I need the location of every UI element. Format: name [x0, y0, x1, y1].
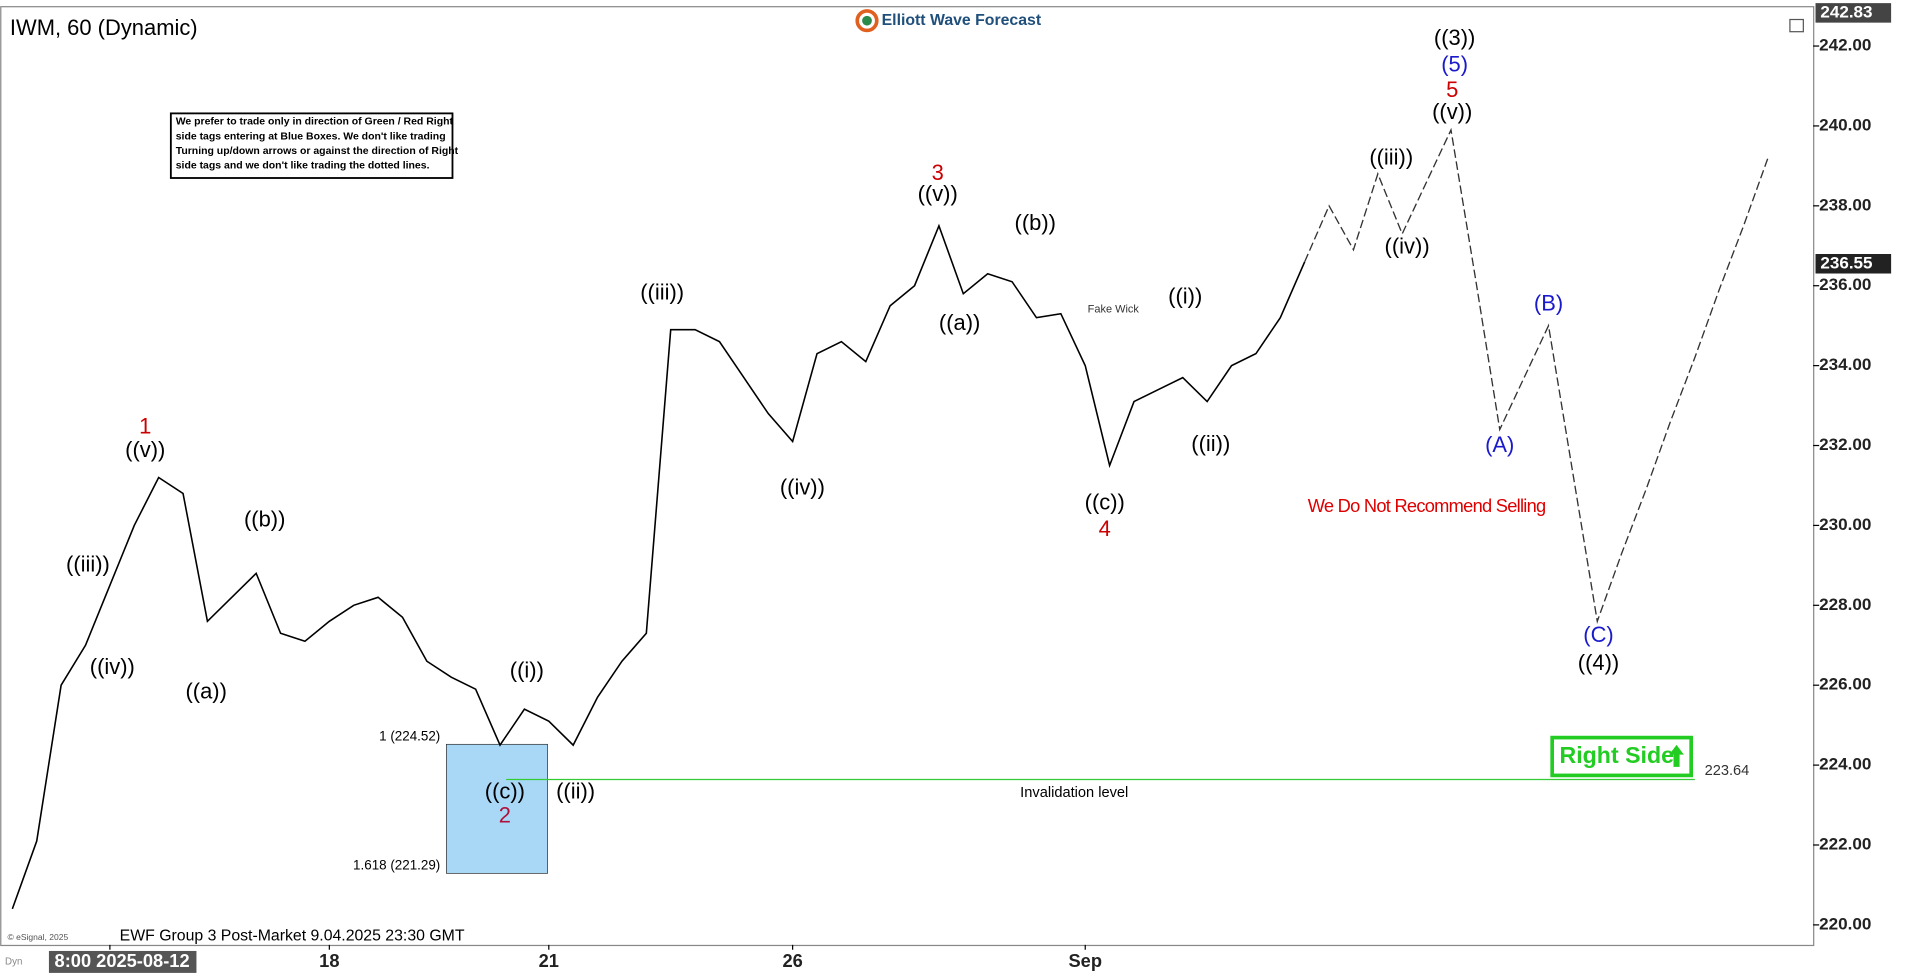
wave-label: ((4)) — [1578, 650, 1619, 675]
y-tick-label: 242.00 — [1819, 36, 1871, 55]
logo-icon — [855, 9, 879, 33]
x-tick-label: Sep — [1068, 950, 1102, 971]
plot-frame — [0, 6, 1815, 947]
y-tick-label: 234.00 — [1819, 355, 1871, 374]
wave-label: ((a)) — [185, 678, 226, 703]
footer: EWF Group 3 Post-Market 9.04.2025 23:30 … — [120, 928, 465, 945]
wave-label: 5 — [1446, 77, 1458, 102]
y-tick-label: 228.00 — [1819, 595, 1871, 614]
wave-label: (A) — [1485, 432, 1514, 457]
y-tick-label: 240.00 — [1819, 115, 1871, 134]
wave-label: ((iv)) — [90, 654, 135, 679]
disclaimer-line: We prefer to trade only in direction of … — [176, 117, 454, 128]
right-side-box — [1550, 735, 1693, 778]
wave-label: ((i)) — [510, 658, 544, 683]
wave-label: ((iv)) — [1385, 233, 1430, 258]
wave-label: ((i)) — [1168, 283, 1202, 308]
wave-label: ((iii)) — [66, 551, 110, 576]
disclaimer-line: Turning up/down arrows or against the di… — [176, 146, 459, 157]
disclaimer: We prefer to trade only in direction of … — [176, 117, 459, 172]
disclaimer-box — [169, 112, 454, 179]
wave-label: ((iii)) — [1369, 144, 1413, 169]
wave-label: ((iii)) — [640, 280, 684, 305]
y-tick-label: 224.00 — [1819, 755, 1871, 774]
x-tick-label: 18 — [319, 950, 339, 971]
price-tag: 242.83 — [1820, 2, 1872, 21]
blue-box — [446, 743, 548, 874]
wave-label: ((iv)) — [780, 475, 825, 500]
price-line — [11, 223, 1306, 910]
wave-label: ((c)) — [1085, 489, 1125, 514]
wave-label: ((ii)) — [556, 778, 595, 803]
wave-label: ((b)) — [244, 506, 285, 531]
wave-label: ((3)) — [1434, 25, 1475, 50]
x-label-box — [48, 950, 197, 973]
wave-label: ((b)) — [1015, 210, 1056, 235]
wave-label: ((v)) — [1432, 99, 1472, 124]
y-tick-label: 238.00 — [1819, 195, 1871, 214]
y-tick-label: 226.00 — [1819, 675, 1871, 694]
disclaimer-line: side tags and we don't like trading the … — [176, 161, 430, 172]
wave-label: ((a)) — [939, 310, 980, 335]
wave-label: 2 — [499, 803, 511, 828]
copyright: © eSignal, 2025 — [7, 932, 68, 942]
x-tick-label: 21 — [539, 950, 559, 971]
wave-label: ((v)) — [918, 181, 958, 206]
fib-label: 1.618 (221.29) — [353, 858, 440, 873]
wave-label: (C) — [1583, 622, 1613, 647]
invalidation-value: 223.64 — [1705, 763, 1750, 779]
wave-label: Fake Wick — [1088, 304, 1140, 316]
y-tick-label: 230.00 — [1819, 515, 1871, 534]
price-tag: 236.55 — [1820, 253, 1872, 272]
wave-label: (B) — [1534, 291, 1563, 316]
wave-label: (5) — [1441, 52, 1468, 77]
axis-corner: Dyn — [5, 957, 22, 968]
x-tick-label: 8:00 2025-08-12 — [55, 950, 190, 971]
icon — [1789, 18, 1804, 33]
projection-line — [1304, 127, 1769, 624]
x-tick-label: 26 — [782, 950, 802, 971]
y-tick-label: 222.00 — [1819, 834, 1871, 853]
logo-icon — [862, 15, 872, 26]
price-tag-box — [1815, 254, 1892, 274]
fib-label: 1 (224.52) — [379, 729, 440, 744]
logo: Elliott Wave Forecast — [882, 12, 1042, 29]
wave-label: ((ii)) — [1191, 431, 1230, 456]
y-tick-label: 220.00 — [1819, 914, 1871, 933]
wave-label: We Do Not Recommend Selling — [1308, 495, 1546, 516]
right-side-arrow — [1669, 744, 1684, 767]
wave-label: 3 — [932, 160, 944, 185]
right-side-text: Right Side — [1559, 742, 1674, 768]
wave-label: 1 — [139, 414, 151, 439]
wave-label: ((v)) — [125, 437, 165, 462]
wave-label: ((c)) — [485, 778, 525, 803]
y-tick-label: 236.00 — [1819, 275, 1871, 294]
y-tick-label: 232.00 — [1819, 435, 1871, 454]
price-tag-box — [1815, 3, 1892, 23]
disclaimer-line: side tags entering at Blue Boxes. We don… — [176, 131, 446, 142]
chart-title: IWM, 60 (Dynamic) — [10, 15, 198, 40]
invalidation-label: Invalidation level — [1020, 785, 1128, 801]
wave-label: 4 — [1099, 516, 1111, 541]
